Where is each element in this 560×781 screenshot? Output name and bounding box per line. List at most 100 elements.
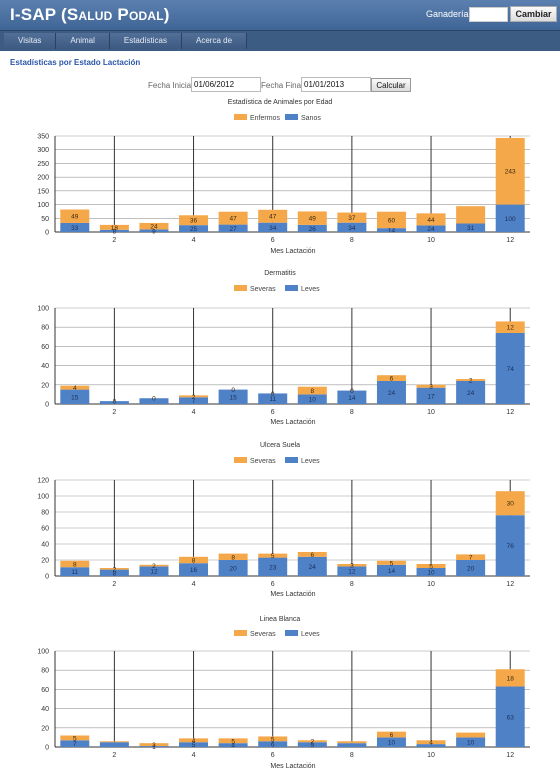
x-tick-label: 12 [506,581,514,588]
x-tick-label: 4 [192,409,196,416]
data-label: 44 [427,217,435,224]
x-tick-label: 8 [350,237,354,244]
y-tick-label: 120 [37,478,49,485]
data-label: 14 [388,228,396,235]
data-label: 8 [192,558,196,565]
y-tick-label: 40 [41,542,49,549]
data-label: 36 [190,218,198,225]
y-tick-label: 100 [37,306,49,313]
bar-leves [218,560,248,576]
y-tick-label: 50 [41,216,49,223]
bar-sanos [297,224,327,232]
y-tick-label: 0 [45,402,49,409]
x-axis-label: Mes Lactación [270,763,315,770]
bar-leves [60,389,90,404]
bar-sanos [139,229,169,232]
y-tick-label: 100 [37,494,49,501]
data-label: 5 [231,738,235,745]
x-tick-label: 4 [192,581,196,588]
data-label: 5 [429,564,433,571]
data-label: 5 [192,742,196,749]
data-label: 100 [505,216,516,223]
legend-label: Leves [301,631,320,638]
nav-item-acerca-de[interactable]: Acerca de [182,33,248,49]
bar-severas [416,384,446,388]
bar-leves [139,746,169,747]
bar-enfermos [376,211,406,229]
data-label: 2 [192,394,196,401]
app-title: I-SAP (Salud Podal) [10,5,170,25]
nav-item-estadisticas[interactable]: Estadísticas [109,33,183,49]
data-label: 6 [390,376,394,383]
data-label: 6 [390,732,394,739]
bar-severas [495,321,525,333]
bar-severas [495,491,525,516]
end-date-input[interactable] [301,77,371,92]
change-button[interactable]: Cambiar [510,6,557,22]
nav-item-visitas[interactable]: Visitas [4,33,57,49]
bar-severas [495,669,525,687]
data-label: 14 [388,568,396,575]
x-tick-label: 4 [192,237,196,244]
app-title-sub: (Salud Podal) [60,5,170,24]
data-label: 2 [469,378,473,385]
bar-enfermos [99,224,129,230]
legend-label: Severas [250,286,276,293]
bar-leves [139,398,169,404]
bar-sanos [416,225,446,232]
bar-severas [416,564,446,568]
bar-leves [258,741,288,747]
bar-leves [218,743,248,747]
data-label: 0 [271,391,275,398]
bar-leves [99,569,129,576]
data-label: 4 [192,738,196,745]
data-label: 4 [231,743,235,750]
calculate-button[interactable]: Calcular [371,78,411,92]
legend-swatch [234,285,247,291]
bar-severas [60,385,90,390]
legend-label: Severas [250,458,276,465]
x-tick-label: 2 [112,409,116,416]
data-label: 4 [73,385,77,392]
bar-leves [179,742,209,747]
bar-leves [218,389,248,404]
data-label: 1 [152,744,156,751]
bar-sanos [456,223,486,232]
data-label: 4 [429,740,433,747]
bar-severas [297,740,327,743]
end-date-label: Fecha Final: [261,81,306,90]
data-label: 37 [348,215,356,222]
y-tick-label: 80 [41,510,49,517]
bar-leves [337,743,367,747]
ganaderia-input[interactable] [469,7,508,22]
bar-severas [139,564,169,567]
bar-severas [179,556,209,564]
start-date-input[interactable] [191,77,261,92]
x-tick-label: 8 [350,752,354,759]
x-tick-label: 12 [506,237,514,244]
data-label: 30 [507,501,515,508]
bar-leves [495,686,525,747]
bar-sanos [179,225,209,232]
data-label: 6 [271,742,275,749]
bar-enfermos [297,211,327,225]
y-tick-label: 20 [41,558,49,565]
bar-severas [60,560,90,568]
data-label: 6 [310,552,314,559]
bar-sanos [337,222,367,232]
bar-leves [258,557,288,576]
legend-swatch [234,114,247,120]
bar-severas [337,564,367,567]
data-label: 24 [150,224,158,231]
bar-enfermos [218,211,248,225]
data-label: 2 [113,566,117,573]
data-label: 14 [348,395,356,402]
bar-leves [99,401,129,404]
main-nav: Visitas Animal Estadísticas Acerca de [0,30,560,51]
y-tick-label: 300 [37,147,49,154]
data-label: 5 [310,742,314,749]
bar-severas [376,560,406,565]
nav-item-animal[interactable]: Animal [56,33,110,49]
chart-title: Ulcera Suela [260,442,300,449]
data-label: 8 [310,388,314,395]
